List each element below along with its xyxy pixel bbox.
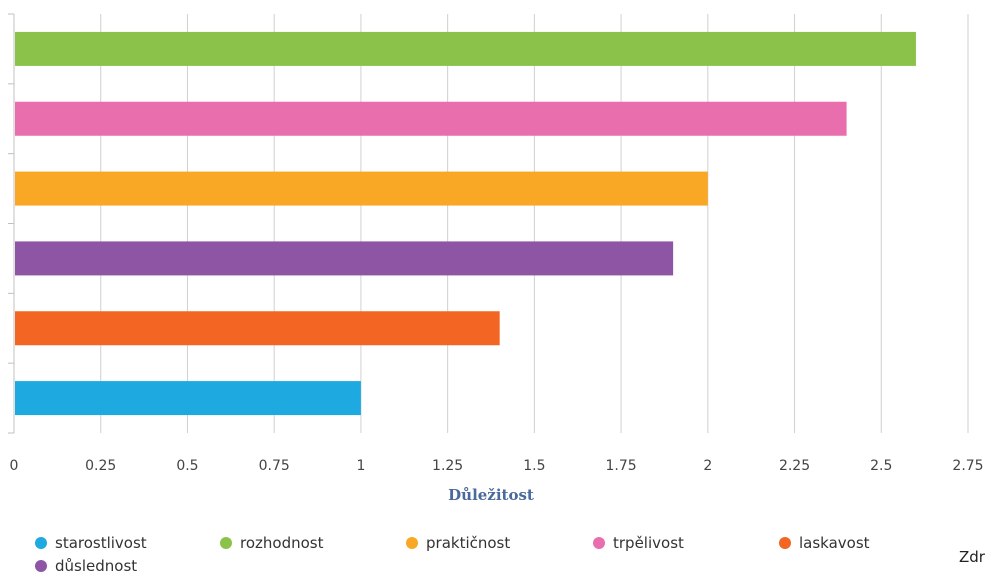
- legend-item-trpelivost[interactable]: trpělivost: [593, 534, 684, 552]
- legend-label: starostlivost: [55, 534, 147, 552]
- x-tick-label: 1: [356, 458, 365, 474]
- legend-label: trpělivost: [613, 534, 684, 552]
- bar-2: [15, 101, 847, 136]
- legend-label: praktičnost: [426, 534, 511, 552]
- legend-item-dusslednost[interactable]: důslednost: [35, 557, 137, 575]
- x-axis-title: Důležitost: [448, 486, 534, 504]
- legend-label: rozhodnost: [240, 534, 324, 552]
- legend-item-prakticnost[interactable]: praktičnost: [406, 534, 510, 552]
- bar-3: [15, 171, 708, 206]
- x-tick-label: 0.25: [85, 458, 116, 474]
- legend-item-starostlivost[interactable]: starostlivost: [35, 534, 147, 552]
- legend: starostlivost rozhodnost praktičnost trp…: [0, 530, 987, 575]
- legend-dot-icon: [35, 560, 47, 572]
- legend-dot-icon: [220, 537, 232, 549]
- legend-dot-icon: [593, 537, 605, 549]
- bar-4: [15, 241, 674, 276]
- x-tick-label: 1.5: [523, 458, 545, 474]
- legend-dot-icon: [406, 537, 418, 549]
- x-tick-label: 2.5: [870, 458, 892, 474]
- x-tick-label: 2.75: [952, 458, 983, 474]
- x-tick-label: 2: [703, 458, 712, 474]
- legend-item-rozhodnost[interactable]: rozhodnost: [220, 534, 323, 552]
- x-tick-label: 0.5: [176, 458, 198, 474]
- legend-dot-icon: [779, 537, 791, 549]
- legend-label: důslednost: [55, 557, 138, 575]
- source-note: Zdr: [959, 548, 985, 566]
- x-tick-label: 1.75: [606, 458, 637, 474]
- bar-1: [15, 31, 916, 66]
- x-tick-label: 0: [10, 458, 19, 474]
- bar-5: [15, 311, 500, 346]
- bar-6: [15, 381, 361, 416]
- bar-chart: 0 0.25 0.5 0.75 1 1.25 1.5 1.75 2 2.25 2.5 2.75 Důle…: [8, 13, 984, 504]
- legend-item-laskavost[interactable]: laskavost: [779, 534, 870, 552]
- x-tick-label: 1.25: [432, 458, 463, 474]
- legend-label: laskavost: [799, 534, 870, 552]
- x-tick-label: 2.25: [779, 458, 810, 474]
- legend-dot-icon: [35, 537, 47, 549]
- x-tick-label: 0.75: [259, 458, 290, 474]
